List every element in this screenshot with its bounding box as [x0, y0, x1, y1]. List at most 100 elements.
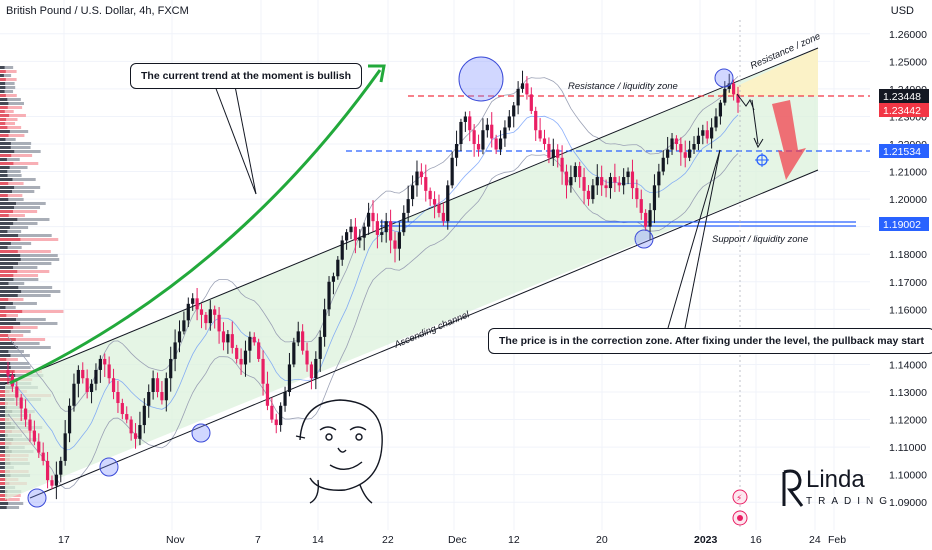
volume-bar	[0, 306, 16, 309]
volume-bar	[0, 338, 46, 341]
volume-bar-core	[0, 230, 8, 233]
volume-bar-core	[0, 102, 9, 105]
candle-bear	[125, 414, 129, 420]
volume-bar-core	[0, 390, 10, 393]
candle-bull	[696, 135, 701, 144]
event-icon[interactable]: ⚡	[732, 489, 748, 505]
price-tick: 1.21000	[889, 167, 927, 179]
volume-bar-core	[0, 66, 5, 69]
candle-bull	[714, 116, 718, 128]
volume-bar-core	[0, 506, 7, 509]
resistance-liquidity-label: Resistance / liquidity zone	[568, 81, 678, 92]
candle-bear	[37, 441, 41, 453]
candle-bull	[688, 149, 692, 158]
candle-bear	[371, 212, 375, 222]
price-tick: 1.25000	[889, 56, 927, 68]
volume-bar	[0, 130, 29, 133]
volume-bar-core	[0, 158, 7, 161]
volume-bar-core	[0, 174, 8, 177]
volume-bar	[0, 326, 38, 329]
swing-low-marker[interactable]	[634, 229, 654, 249]
candle-bull	[569, 177, 573, 186]
volume-bar-core	[0, 202, 16, 205]
volume-bar	[0, 350, 24, 353]
volume-bar	[0, 362, 30, 365]
volume-bar-core	[0, 478, 7, 481]
candle-bear	[155, 378, 160, 392]
volume-bar	[0, 102, 24, 105]
swing-low-marker[interactable]	[191, 423, 211, 443]
candle-bull	[551, 149, 555, 158]
candle-bear	[538, 130, 542, 139]
candle-bear	[257, 342, 261, 359]
candle-bear	[547, 144, 551, 158]
volume-bar-core	[0, 138, 6, 141]
volume-bar	[0, 366, 31, 369]
bullish-trend-arrow	[9, 69, 382, 385]
swing-low-marker[interactable]	[27, 488, 47, 508]
volume-bar-core	[0, 338, 16, 341]
candles	[6, 70, 740, 500]
volume-bar-core	[0, 406, 7, 409]
volume-bar-core	[0, 262, 18, 265]
candle-bull	[94, 369, 98, 384]
candle-bear	[617, 182, 621, 186]
volume-bar	[0, 302, 37, 305]
volume-bar	[0, 342, 40, 345]
volume-bar-core	[0, 286, 19, 289]
volume-bar-core	[0, 414, 10, 417]
price-tick: 1.16000	[889, 304, 927, 316]
swing-low-marker[interactable]	[99, 457, 119, 477]
candle-bull	[349, 226, 353, 233]
target-marker[interactable]	[755, 153, 769, 167]
time-tick: Feb	[828, 534, 846, 546]
volume-bar	[0, 114, 26, 117]
support-price-tag: 1.19002	[879, 217, 929, 231]
candle-bear	[441, 212, 445, 222]
volume-bar-core	[0, 194, 8, 197]
candle-bear	[274, 419, 278, 426]
swing-high-marker[interactable]	[714, 68, 734, 88]
volume-bar-core	[0, 226, 10, 229]
candle-bull	[384, 221, 388, 233]
volume-bar-core	[0, 78, 6, 81]
time-axis[interactable]: 17 Nov 7 14 22 Dec 12 20 2023 16 24 Feb	[58, 534, 846, 546]
volume-bar	[0, 266, 38, 269]
projection-arrow-line	[751, 99, 759, 145]
volume-bar	[0, 314, 19, 317]
candle-bear	[23, 408, 28, 420]
volume-bar	[0, 502, 24, 505]
candle-bull	[507, 116, 511, 128]
time-tick: 24	[809, 534, 821, 546]
candle-bear	[160, 392, 164, 401]
candle-bull	[292, 342, 296, 365]
support-price-label: 1.19002	[883, 219, 921, 231]
swing-high-marker[interactable]	[458, 56, 504, 102]
candle-bull	[89, 383, 94, 392]
candle-bear	[494, 138, 498, 150]
candle-bear	[32, 430, 36, 442]
candle-bull	[63, 433, 67, 461]
candle-bull	[318, 336, 322, 359]
volume-bar-core	[0, 298, 9, 301]
volume-bar-core	[0, 266, 14, 269]
candle-bull	[248, 336, 252, 351]
candle-bull	[608, 177, 613, 189]
candle-bull	[454, 144, 459, 158]
candle-bull	[710, 127, 714, 139]
candle-bear	[432, 199, 437, 205]
event-icon[interactable]	[732, 510, 748, 526]
volume-bar	[0, 122, 15, 125]
candle-bear	[600, 177, 604, 186]
candle-bull	[164, 378, 168, 401]
candle-bull	[336, 259, 340, 277]
candle-bear	[270, 405, 274, 420]
volume-bar-core	[0, 222, 14, 225]
volume-bar-core	[0, 418, 10, 421]
candle-bear	[6, 369, 10, 376]
candle-bear	[45, 460, 50, 481]
time-tick: 2023	[694, 534, 718, 546]
price-tick: 1.14000	[889, 359, 927, 371]
volume-bar-core	[0, 354, 11, 357]
